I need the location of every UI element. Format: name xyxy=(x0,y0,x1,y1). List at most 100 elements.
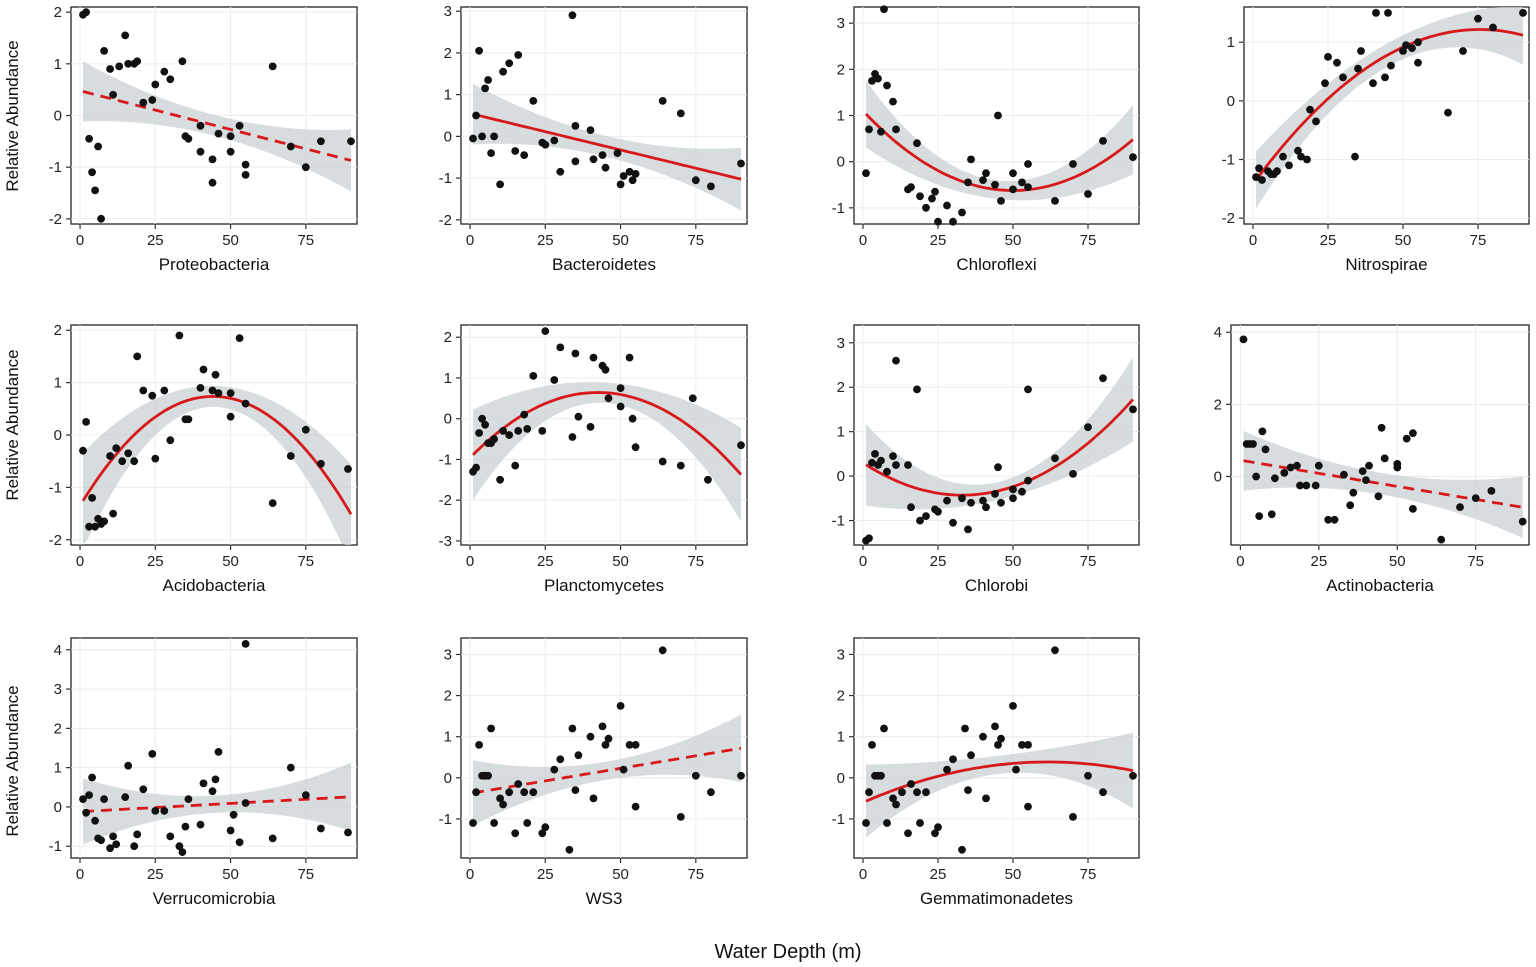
panel-frame xyxy=(1230,324,1530,546)
y-axis-title-row-1: Relative Abundance xyxy=(3,40,22,191)
data-point xyxy=(1414,38,1422,47)
data-point xyxy=(1459,47,1467,55)
data-point xyxy=(589,794,598,803)
y-tick-label: 1 xyxy=(837,108,845,125)
data-point xyxy=(499,67,507,76)
x-tick-label: 0 xyxy=(466,232,474,249)
y-axis-title-row-3: Relative Abundance xyxy=(3,685,22,836)
data-point xyxy=(1312,117,1320,126)
data-point xyxy=(1393,460,1402,468)
y-tick-label: -1 xyxy=(439,811,452,828)
data-point xyxy=(568,433,577,441)
panel-proteobacteria: 0 25 50 75 -2 -1 0 1 2 Proteobacteria xyxy=(49,4,358,274)
data-point xyxy=(1409,429,1417,438)
data-point xyxy=(625,741,634,749)
data-point xyxy=(478,132,486,141)
data-point xyxy=(160,807,169,815)
data-point xyxy=(1255,164,1263,173)
data-point xyxy=(631,443,640,452)
data-point xyxy=(1302,481,1311,490)
data-point xyxy=(520,788,529,797)
data-point xyxy=(151,454,160,463)
data-point xyxy=(1009,702,1017,710)
data-point xyxy=(964,178,972,187)
data-point xyxy=(982,169,990,178)
y-axis-ticks: -1 0 1 2 3 xyxy=(439,646,461,828)
data-point xyxy=(556,167,565,176)
data-point xyxy=(586,423,595,431)
data-points xyxy=(1252,9,1527,184)
data-point xyxy=(484,76,492,84)
data-point xyxy=(961,724,969,733)
y-tick-label: 3 xyxy=(837,335,845,352)
data-point xyxy=(1129,153,1137,162)
x-tick-label: 50 xyxy=(612,232,629,249)
data-point xyxy=(1339,73,1347,82)
gridlines xyxy=(461,325,747,545)
data-point xyxy=(82,8,90,17)
data-point xyxy=(1009,169,1017,178)
data-point xyxy=(133,57,142,66)
data-point xyxy=(658,97,667,105)
data-point xyxy=(1437,535,1446,544)
confidence-band xyxy=(83,61,351,192)
data-point xyxy=(178,848,187,856)
y-tick-label: -2 xyxy=(439,212,452,229)
data-point xyxy=(904,829,912,838)
data-point xyxy=(121,31,130,40)
data-point xyxy=(631,170,640,178)
data-point xyxy=(1333,58,1341,67)
data-point xyxy=(1358,467,1367,475)
panel-label-ws3: WS3 xyxy=(586,889,623,908)
data-point xyxy=(949,518,957,527)
data-point xyxy=(235,838,244,847)
data-point xyxy=(88,494,96,502)
y-tick-label: 2 xyxy=(54,4,62,21)
data-point xyxy=(907,780,915,788)
data-point xyxy=(913,139,921,148)
data-point xyxy=(514,427,523,435)
data-point xyxy=(235,121,244,130)
data-point xyxy=(1051,646,1059,655)
data-point xyxy=(268,62,277,71)
fit-line xyxy=(1254,28,1524,181)
data-point xyxy=(496,475,504,484)
data-point xyxy=(892,356,900,365)
data-point xyxy=(229,810,238,819)
panel-bacteroidetes: 0 25 50 75 -2 -1 0 1 2 3 Bacteroidetes xyxy=(439,3,748,274)
data-point xyxy=(877,456,885,465)
x-tick-label: 25 xyxy=(147,553,164,570)
data-point xyxy=(892,125,900,134)
data-point xyxy=(1414,58,1422,67)
x-tick-label: 0 xyxy=(1236,553,1244,570)
x-tick-label: 50 xyxy=(1005,553,1022,570)
data-point xyxy=(1018,178,1026,187)
data-point xyxy=(1018,487,1026,496)
data-point xyxy=(160,67,169,76)
data-point xyxy=(100,795,108,803)
data-point xyxy=(889,794,897,803)
data-point xyxy=(166,75,175,84)
data-point xyxy=(589,353,598,362)
data-point xyxy=(490,819,498,827)
data-point xyxy=(106,65,114,73)
data-point xyxy=(1374,492,1383,501)
data-point xyxy=(994,463,1002,472)
data-point xyxy=(496,180,504,189)
data-point xyxy=(1258,427,1267,436)
data-point xyxy=(529,788,538,797)
fit-line xyxy=(82,795,352,813)
gridlines xyxy=(854,7,1139,224)
y-tick-label: -1 xyxy=(832,811,845,828)
data-point xyxy=(964,525,972,534)
data-point xyxy=(241,160,250,169)
data-point xyxy=(949,755,957,764)
data-point xyxy=(865,788,873,797)
data-point xyxy=(472,111,480,120)
data-point xyxy=(505,431,514,439)
x-tick-label: 75 xyxy=(297,232,314,249)
x-tick-label: 25 xyxy=(147,866,164,883)
data-point xyxy=(301,425,310,434)
y-tick-label: 1 xyxy=(54,760,62,777)
x-axis-ticks: 0 25 50 75 xyxy=(76,545,314,570)
